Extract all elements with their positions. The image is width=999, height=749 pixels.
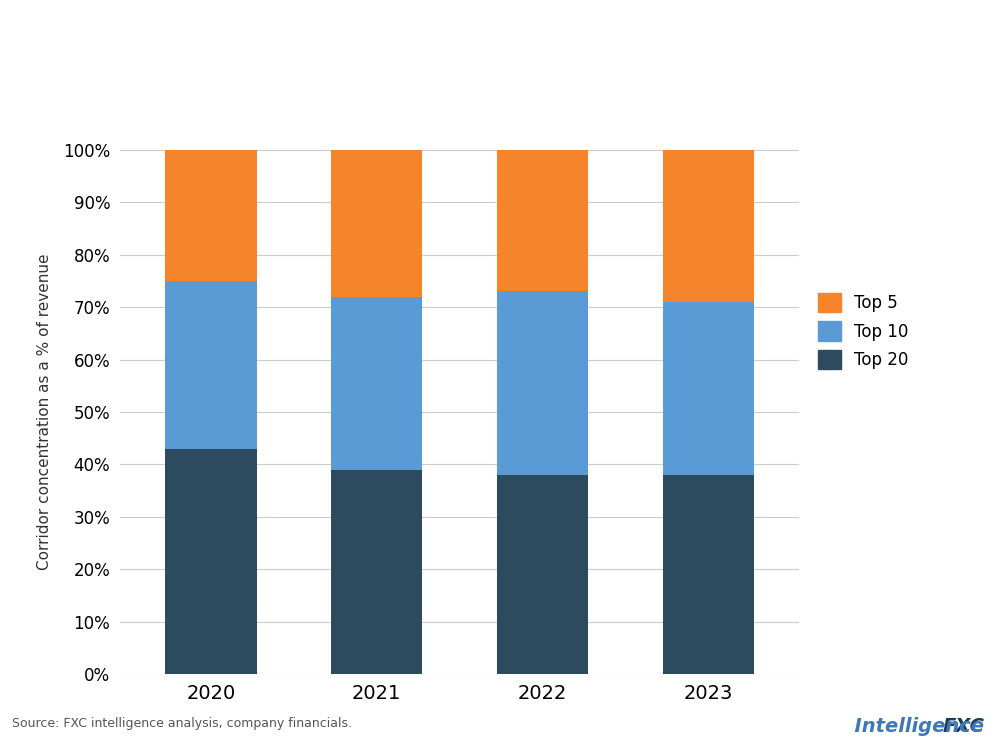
Y-axis label: Corridor concentration as a % of revenue: Corridor concentration as a % of revenue bbox=[37, 254, 52, 570]
Bar bbox=[331, 470, 423, 674]
Text: FXC: FXC bbox=[942, 717, 984, 736]
Bar bbox=[497, 475, 588, 674]
Bar bbox=[166, 150, 257, 281]
Text: Intelligence: Intelligence bbox=[787, 717, 984, 736]
Text: Corridor concentration as a % of revenue, 2020-2023: Corridor concentration as a % of revenue… bbox=[18, 82, 500, 100]
Bar bbox=[662, 302, 753, 475]
Bar bbox=[497, 291, 588, 475]
Bar bbox=[331, 297, 423, 470]
Bar bbox=[166, 449, 257, 674]
Bar bbox=[662, 150, 753, 302]
Bar bbox=[662, 475, 753, 674]
Bar bbox=[331, 150, 423, 297]
Text: Source: FXC intelligence analysis, company financials.: Source: FXC intelligence analysis, compa… bbox=[12, 718, 352, 730]
Legend: Top 5, Top 10, Top 20: Top 5, Top 10, Top 20 bbox=[817, 293, 908, 369]
Bar bbox=[166, 281, 257, 449]
Text: CAB’s top 5 corridors accounted for 45% of 2023 revenue: CAB’s top 5 corridors accounted for 45% … bbox=[18, 22, 873, 49]
Bar bbox=[497, 150, 588, 291]
